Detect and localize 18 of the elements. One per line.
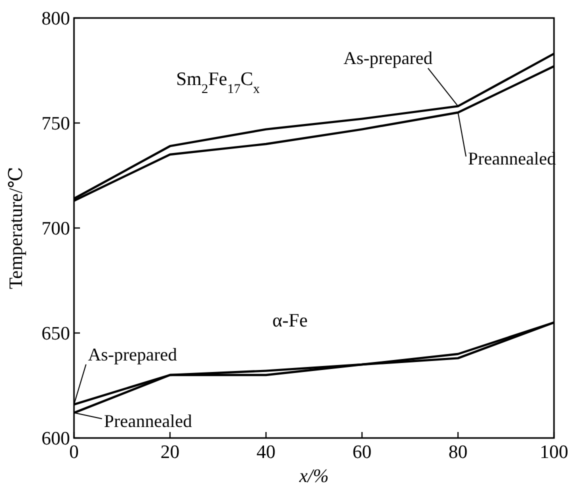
x-tick-label: 0: [69, 442, 79, 463]
x-tick-label: 40: [256, 442, 276, 463]
y-tick-label: 650: [42, 324, 70, 345]
y-tick-label: 600: [42, 428, 70, 450]
y-tick-label: 700: [42, 218, 70, 240]
series-label: As-prepared: [88, 344, 177, 364]
x-tick-label: 20: [160, 442, 180, 463]
text: As-prepared: [344, 48, 432, 68]
x-tick-label: 60: [352, 442, 372, 463]
y-tick-label: 750: [42, 114, 70, 135]
y-axis-title: Temperature/℃: [6, 166, 27, 290]
x-tick-label: 80: [448, 442, 468, 463]
x-tick-label: 100: [540, 442, 568, 463]
annotation: α-Fe: [272, 310, 308, 332]
y-tick-label: 800: [42, 8, 70, 30]
annotation: Sm$_{2}$Fe$_{17}$C$_{x}$: [176, 69, 260, 96]
legend-label: Preannealed: [104, 410, 192, 431]
x-axis-title: x/%: [298, 466, 329, 487]
